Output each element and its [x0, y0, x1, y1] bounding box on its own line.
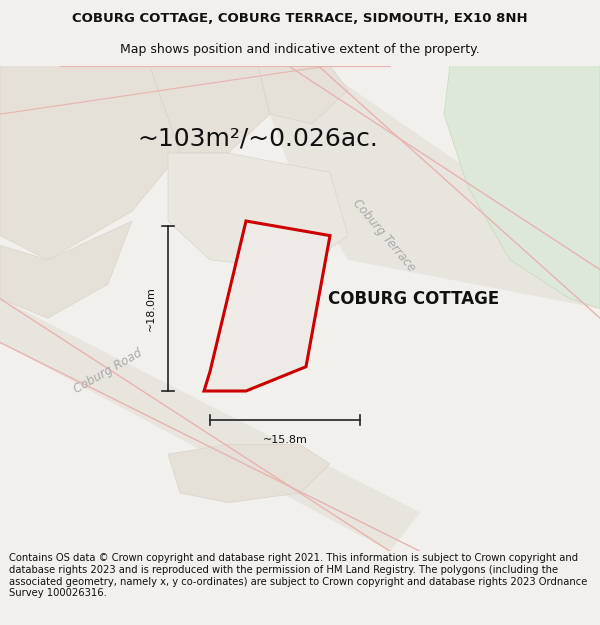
Text: Map shows position and indicative extent of the property.: Map shows position and indicative extent…	[120, 42, 480, 56]
Text: COBURG COTTAGE, COBURG TERRACE, SIDMOUTH, EX10 8NH: COBURG COTTAGE, COBURG TERRACE, SIDMOUTH…	[72, 12, 528, 25]
Polygon shape	[444, 66, 600, 308]
Polygon shape	[168, 153, 348, 269]
Text: Coburg Road: Coburg Road	[71, 347, 145, 396]
Text: COBURG COTTAGE: COBURG COTTAGE	[328, 290, 500, 308]
Text: Coburg Terrace: Coburg Terrace	[350, 197, 418, 274]
Polygon shape	[0, 299, 420, 551]
Polygon shape	[258, 66, 348, 124]
Text: ~15.8m: ~15.8m	[263, 435, 307, 445]
Polygon shape	[252, 66, 600, 308]
Polygon shape	[150, 66, 270, 153]
Polygon shape	[168, 444, 330, 503]
Text: ~103m²/~0.026ac.: ~103m²/~0.026ac.	[137, 126, 379, 151]
Text: ~18.0m: ~18.0m	[146, 286, 156, 331]
Polygon shape	[0, 66, 180, 260]
Text: Contains OS data © Crown copyright and database right 2021. This information is : Contains OS data © Crown copyright and d…	[9, 553, 587, 598]
Polygon shape	[204, 221, 330, 391]
Polygon shape	[0, 221, 132, 318]
